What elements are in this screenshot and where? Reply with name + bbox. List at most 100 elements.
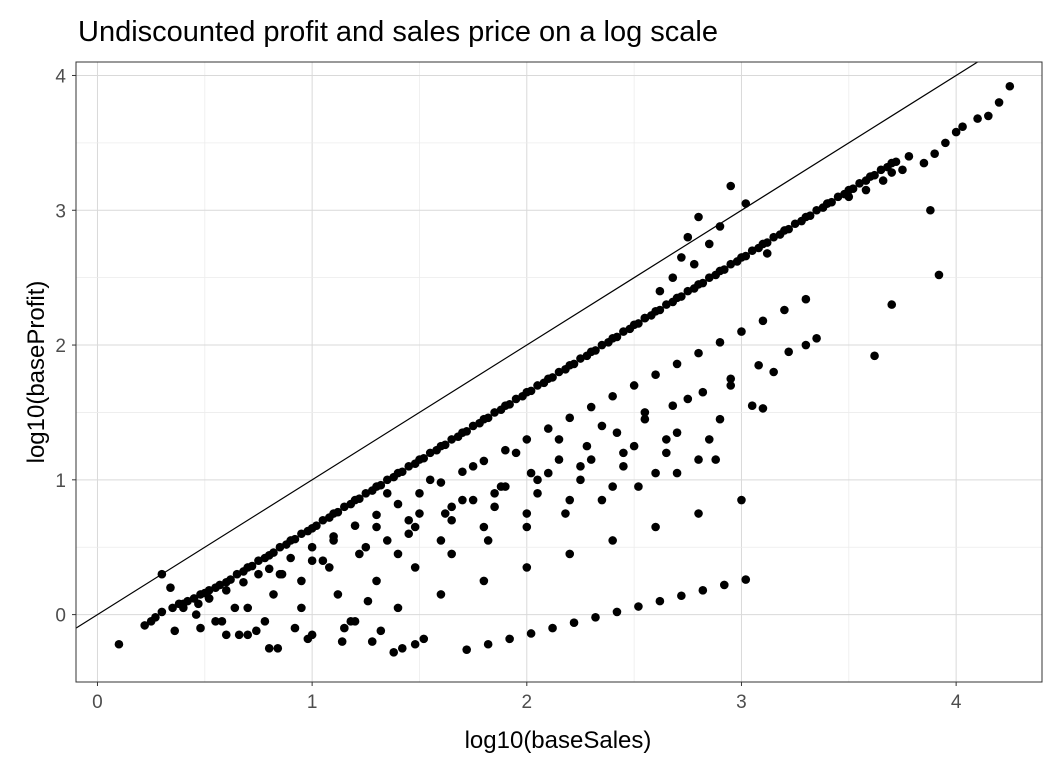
data-point [533, 489, 542, 498]
data-point [243, 603, 253, 613]
data-point [264, 644, 274, 653]
data-point [711, 455, 721, 464]
data-point [194, 599, 203, 609]
data-point [151, 613, 160, 622]
data-point [290, 534, 300, 544]
data-point [694, 455, 703, 464]
data-point [719, 265, 729, 274]
data-point [805, 211, 815, 220]
data-point [325, 563, 334, 572]
data-point [548, 373, 557, 382]
data-point [784, 224, 793, 234]
data-point [780, 305, 789, 315]
data-point [254, 569, 263, 579]
data-point [801, 340, 811, 350]
data-point [404, 462, 414, 471]
data-point [726, 181, 736, 191]
data-point [239, 577, 248, 587]
data-point [505, 400, 514, 409]
data-point [576, 354, 585, 363]
data-point [372, 510, 381, 520]
data-point [548, 623, 557, 633]
data-point [297, 603, 306, 613]
data-point [226, 575, 235, 584]
x-tick-label: 4 [951, 692, 962, 713]
chart-title: Undiscounted profit and sales price on a… [78, 16, 718, 48]
data-point [737, 495, 746, 505]
data-point [668, 401, 678, 410]
data-point [741, 251, 751, 261]
data-point [698, 586, 708, 595]
data-point [505, 634, 514, 644]
data-point [340, 623, 349, 633]
data-point [683, 286, 693, 296]
data-point [762, 249, 772, 258]
data-point [447, 515, 456, 525]
data-point [526, 629, 536, 638]
data-point [533, 381, 542, 390]
data-point [290, 623, 300, 633]
data-point [715, 414, 725, 424]
data-point [655, 305, 665, 315]
data-point [415, 489, 424, 498]
data-point [522, 522, 532, 532]
data-point [741, 575, 751, 584]
data-point [157, 569, 167, 579]
data-point [277, 569, 287, 579]
y-tick-label: 2 [55, 336, 66, 357]
data-point [591, 613, 600, 622]
data-point [479, 456, 489, 466]
data-point [483, 639, 493, 649]
data-point [436, 590, 446, 599]
data-point [243, 630, 253, 640]
x-tick-label: 1 [307, 692, 318, 713]
data-point [410, 563, 420, 572]
data-point [672, 468, 682, 478]
data-point [483, 536, 493, 545]
data-point [468, 495, 478, 505]
data-point [410, 639, 420, 649]
data-point [221, 586, 231, 595]
data-point [425, 448, 435, 458]
data-point [307, 556, 317, 565]
data-point [204, 594, 214, 603]
data-point [447, 435, 456, 444]
data-point [372, 576, 381, 586]
data-point [397, 644, 407, 653]
data-point [297, 576, 306, 586]
data-point [662, 435, 671, 444]
data-point [361, 489, 371, 498]
data-point [694, 212, 703, 222]
data-point [784, 347, 793, 357]
data-point [561, 509, 570, 518]
data-point [389, 648, 399, 657]
data-point [662, 448, 671, 458]
data-point [726, 374, 736, 384]
data-point [565, 413, 575, 423]
y-tick-label: 4 [55, 66, 66, 87]
data-point [533, 475, 542, 485]
data-point [726, 381, 736, 390]
data-point [876, 165, 886, 175]
data-point [565, 549, 575, 559]
data-point [608, 536, 617, 545]
data-point [569, 618, 579, 627]
data-point [168, 603, 177, 613]
data-point [217, 617, 227, 626]
data-point [440, 440, 450, 450]
data-point [247, 561, 257, 571]
data-point [719, 580, 729, 590]
data-point [591, 346, 600, 355]
data-point [565, 495, 575, 505]
data-point [597, 421, 607, 431]
data-point [640, 313, 650, 323]
data-point [260, 617, 270, 626]
data-point [170, 626, 180, 636]
y-axis-title: log10(baseProfit) [23, 281, 50, 464]
data-point [919, 158, 929, 168]
data-point [619, 327, 628, 336]
data-point [340, 502, 349, 512]
data-point [726, 259, 736, 269]
data-point [689, 259, 699, 269]
data-point [576, 475, 585, 485]
